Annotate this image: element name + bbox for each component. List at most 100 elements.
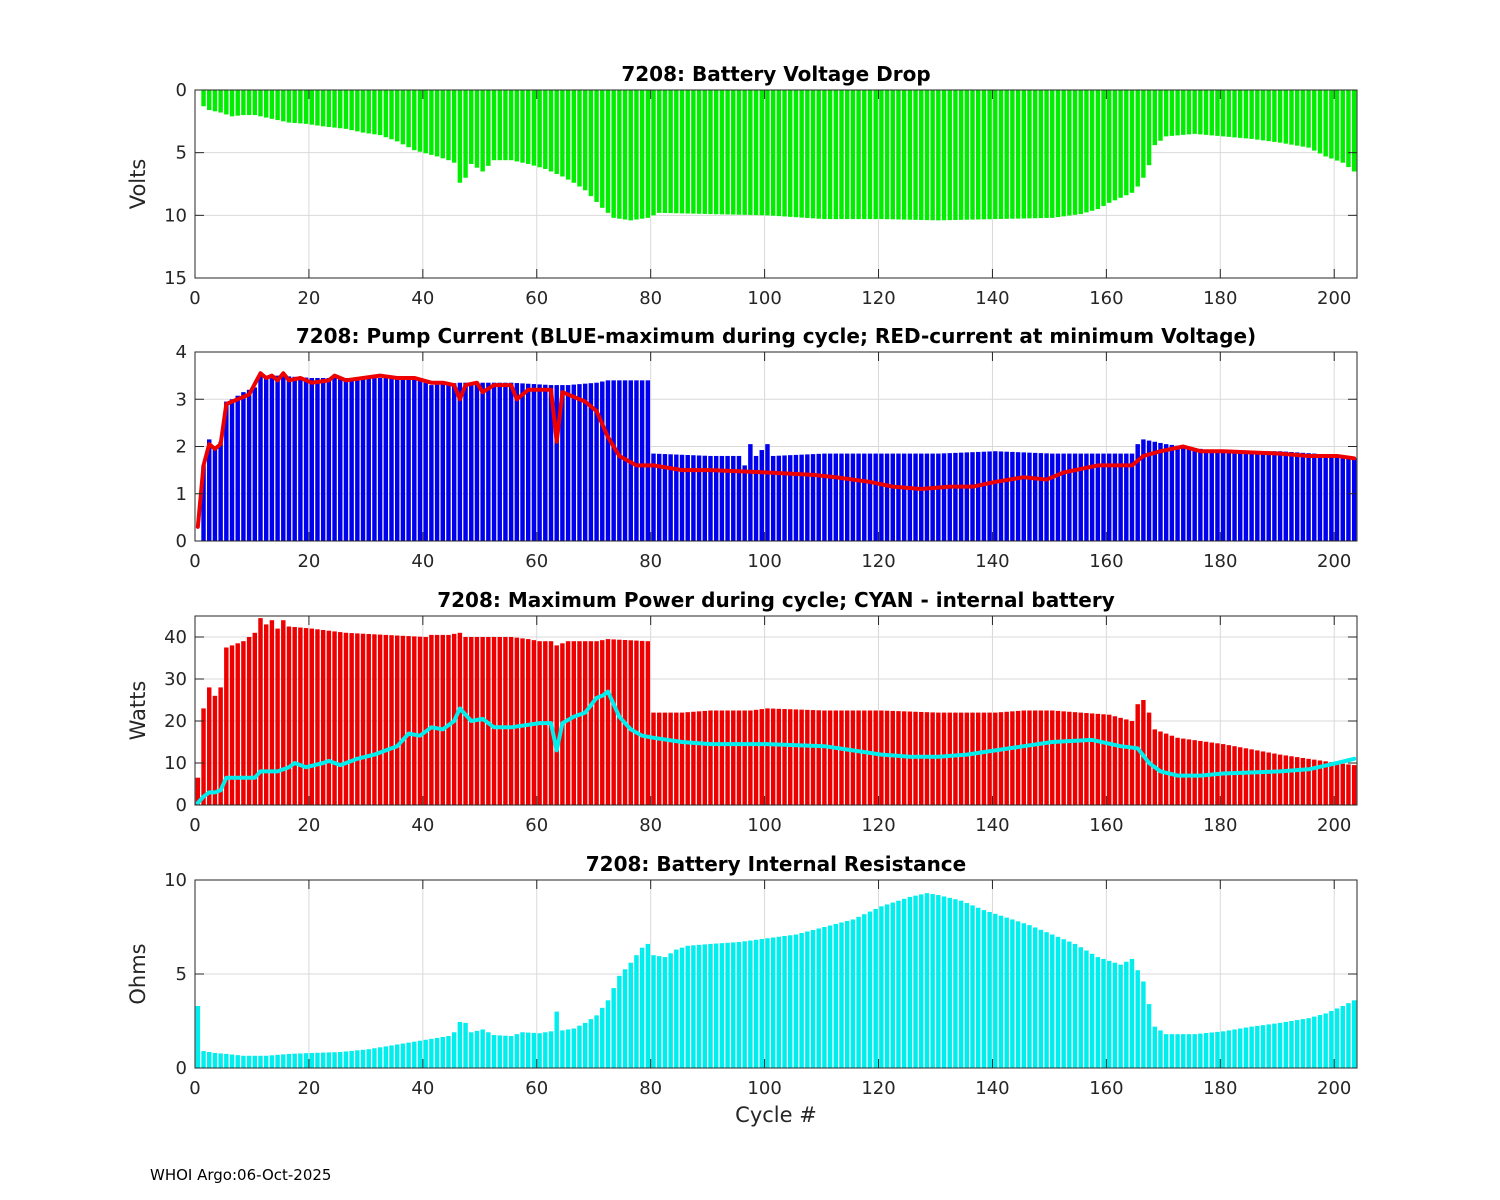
bar-blue [1277, 451, 1283, 541]
bar-cyan [1027, 925, 1032, 1068]
bar-red [1089, 713, 1095, 805]
bar-cyan [1118, 964, 1123, 1068]
bar-red [224, 647, 229, 805]
bar-cyan [469, 1032, 474, 1068]
bar-blue [833, 453, 839, 541]
bar-blue [970, 452, 975, 541]
bar-blue [1015, 452, 1021, 541]
bar-green [503, 90, 508, 161]
bar-red [719, 710, 725, 805]
x-tick-label: 200 [1317, 551, 1351, 572]
bar-cyan [793, 934, 799, 1068]
bar-red [936, 712, 941, 805]
bar-cyan [691, 945, 696, 1068]
bar-blue [805, 454, 810, 542]
bar-blue [685, 455, 690, 541]
bar-blue [742, 465, 747, 541]
bar-blue [1072, 453, 1078, 541]
bar-blue [1038, 453, 1044, 541]
bar-green [1095, 90, 1101, 210]
bar-blue [936, 453, 941, 541]
bar-red [526, 639, 531, 805]
bar-red [816, 710, 821, 805]
bar-cyan [326, 1052, 332, 1068]
bar-red [987, 712, 992, 805]
y-tick-label: 5 [176, 143, 187, 164]
chart-title: 7208: Battery Voltage Drop [621, 62, 930, 86]
bar-red [708, 710, 713, 805]
bar-green [1055, 90, 1061, 218]
bar-red [890, 710, 895, 805]
x-tick-label: 80 [639, 288, 662, 309]
bar-cyan [788, 935, 793, 1068]
bar-red [252, 632, 258, 805]
bar-cyan [1294, 1020, 1300, 1068]
bar-cyan [1317, 1015, 1323, 1068]
y-tick-label: 10 [164, 753, 187, 774]
bar-green [605, 90, 611, 213]
bar-blue [1021, 452, 1026, 541]
bar-cyan [1238, 1028, 1243, 1068]
bar-red [201, 708, 206, 805]
bar-green [1089, 90, 1095, 211]
bar-green [474, 90, 480, 168]
bar-cyan [736, 942, 742, 1068]
bar-red [1260, 751, 1266, 805]
bar-red [309, 628, 314, 805]
bar-blue [702, 455, 708, 541]
x-tick-label: 180 [1203, 815, 1237, 836]
x-tick-label: 200 [1317, 1078, 1351, 1099]
bar-blue [1084, 453, 1089, 541]
bar-green [964, 90, 970, 220]
bar-cyan [1203, 1033, 1209, 1068]
bar-green [1346, 90, 1351, 168]
bar-cyan [508, 1036, 514, 1068]
bar-blue [360, 377, 366, 541]
bar-blue [355, 377, 360, 541]
bar-red [748, 710, 753, 805]
panel-internal-resistance: 0 20 40 60 80 100 120 140 160 180 200 0 5 10 7208: Bat… [126, 852, 1358, 1127]
bar-green [1266, 90, 1271, 142]
bar-blue [1203, 449, 1209, 541]
bar-blue [372, 377, 377, 541]
bar-blue [565, 385, 571, 541]
bar-blue [1186, 447, 1192, 541]
bar-blue [748, 444, 753, 541]
bar-cyan [320, 1052, 326, 1068]
bar-red [850, 710, 856, 805]
bar-cyan [896, 900, 901, 1068]
bar-red [554, 645, 559, 805]
bar-red [1084, 713, 1089, 805]
bar-green [736, 90, 742, 215]
x-tick-label: 140 [975, 288, 1009, 309]
bar-cyan [434, 1037, 440, 1068]
bar-red [1232, 746, 1237, 805]
bar-green [400, 90, 406, 145]
y-tick-label: 20 [164, 711, 187, 732]
x-tick-label: 160 [1089, 551, 1123, 572]
bar-green [406, 90, 411, 148]
bar-red [286, 626, 292, 805]
bar-green [417, 90, 423, 152]
bar-blue [958, 452, 964, 541]
bar-red [879, 710, 884, 805]
bar-red [320, 630, 326, 805]
bar-red [1283, 755, 1289, 805]
bar-green [1181, 90, 1186, 135]
x-tick-label: 0 [189, 551, 200, 572]
bar-blue [998, 451, 1004, 541]
bar-green [816, 90, 821, 219]
bar-cyan [377, 1047, 383, 1068]
x-tick-label: 60 [525, 1078, 548, 1099]
y-axis-label: Watts [126, 681, 150, 741]
bar-blue [491, 382, 497, 541]
x-tick-label: 120 [861, 1078, 895, 1099]
bar-red [1061, 711, 1066, 805]
bar-green [788, 90, 793, 217]
bar-cyan [446, 1036, 451, 1068]
bar-green [372, 90, 377, 135]
bar-cyan [924, 893, 930, 1068]
bar-green [463, 90, 468, 178]
bar-red [400, 635, 406, 805]
bar-blue [548, 385, 554, 541]
